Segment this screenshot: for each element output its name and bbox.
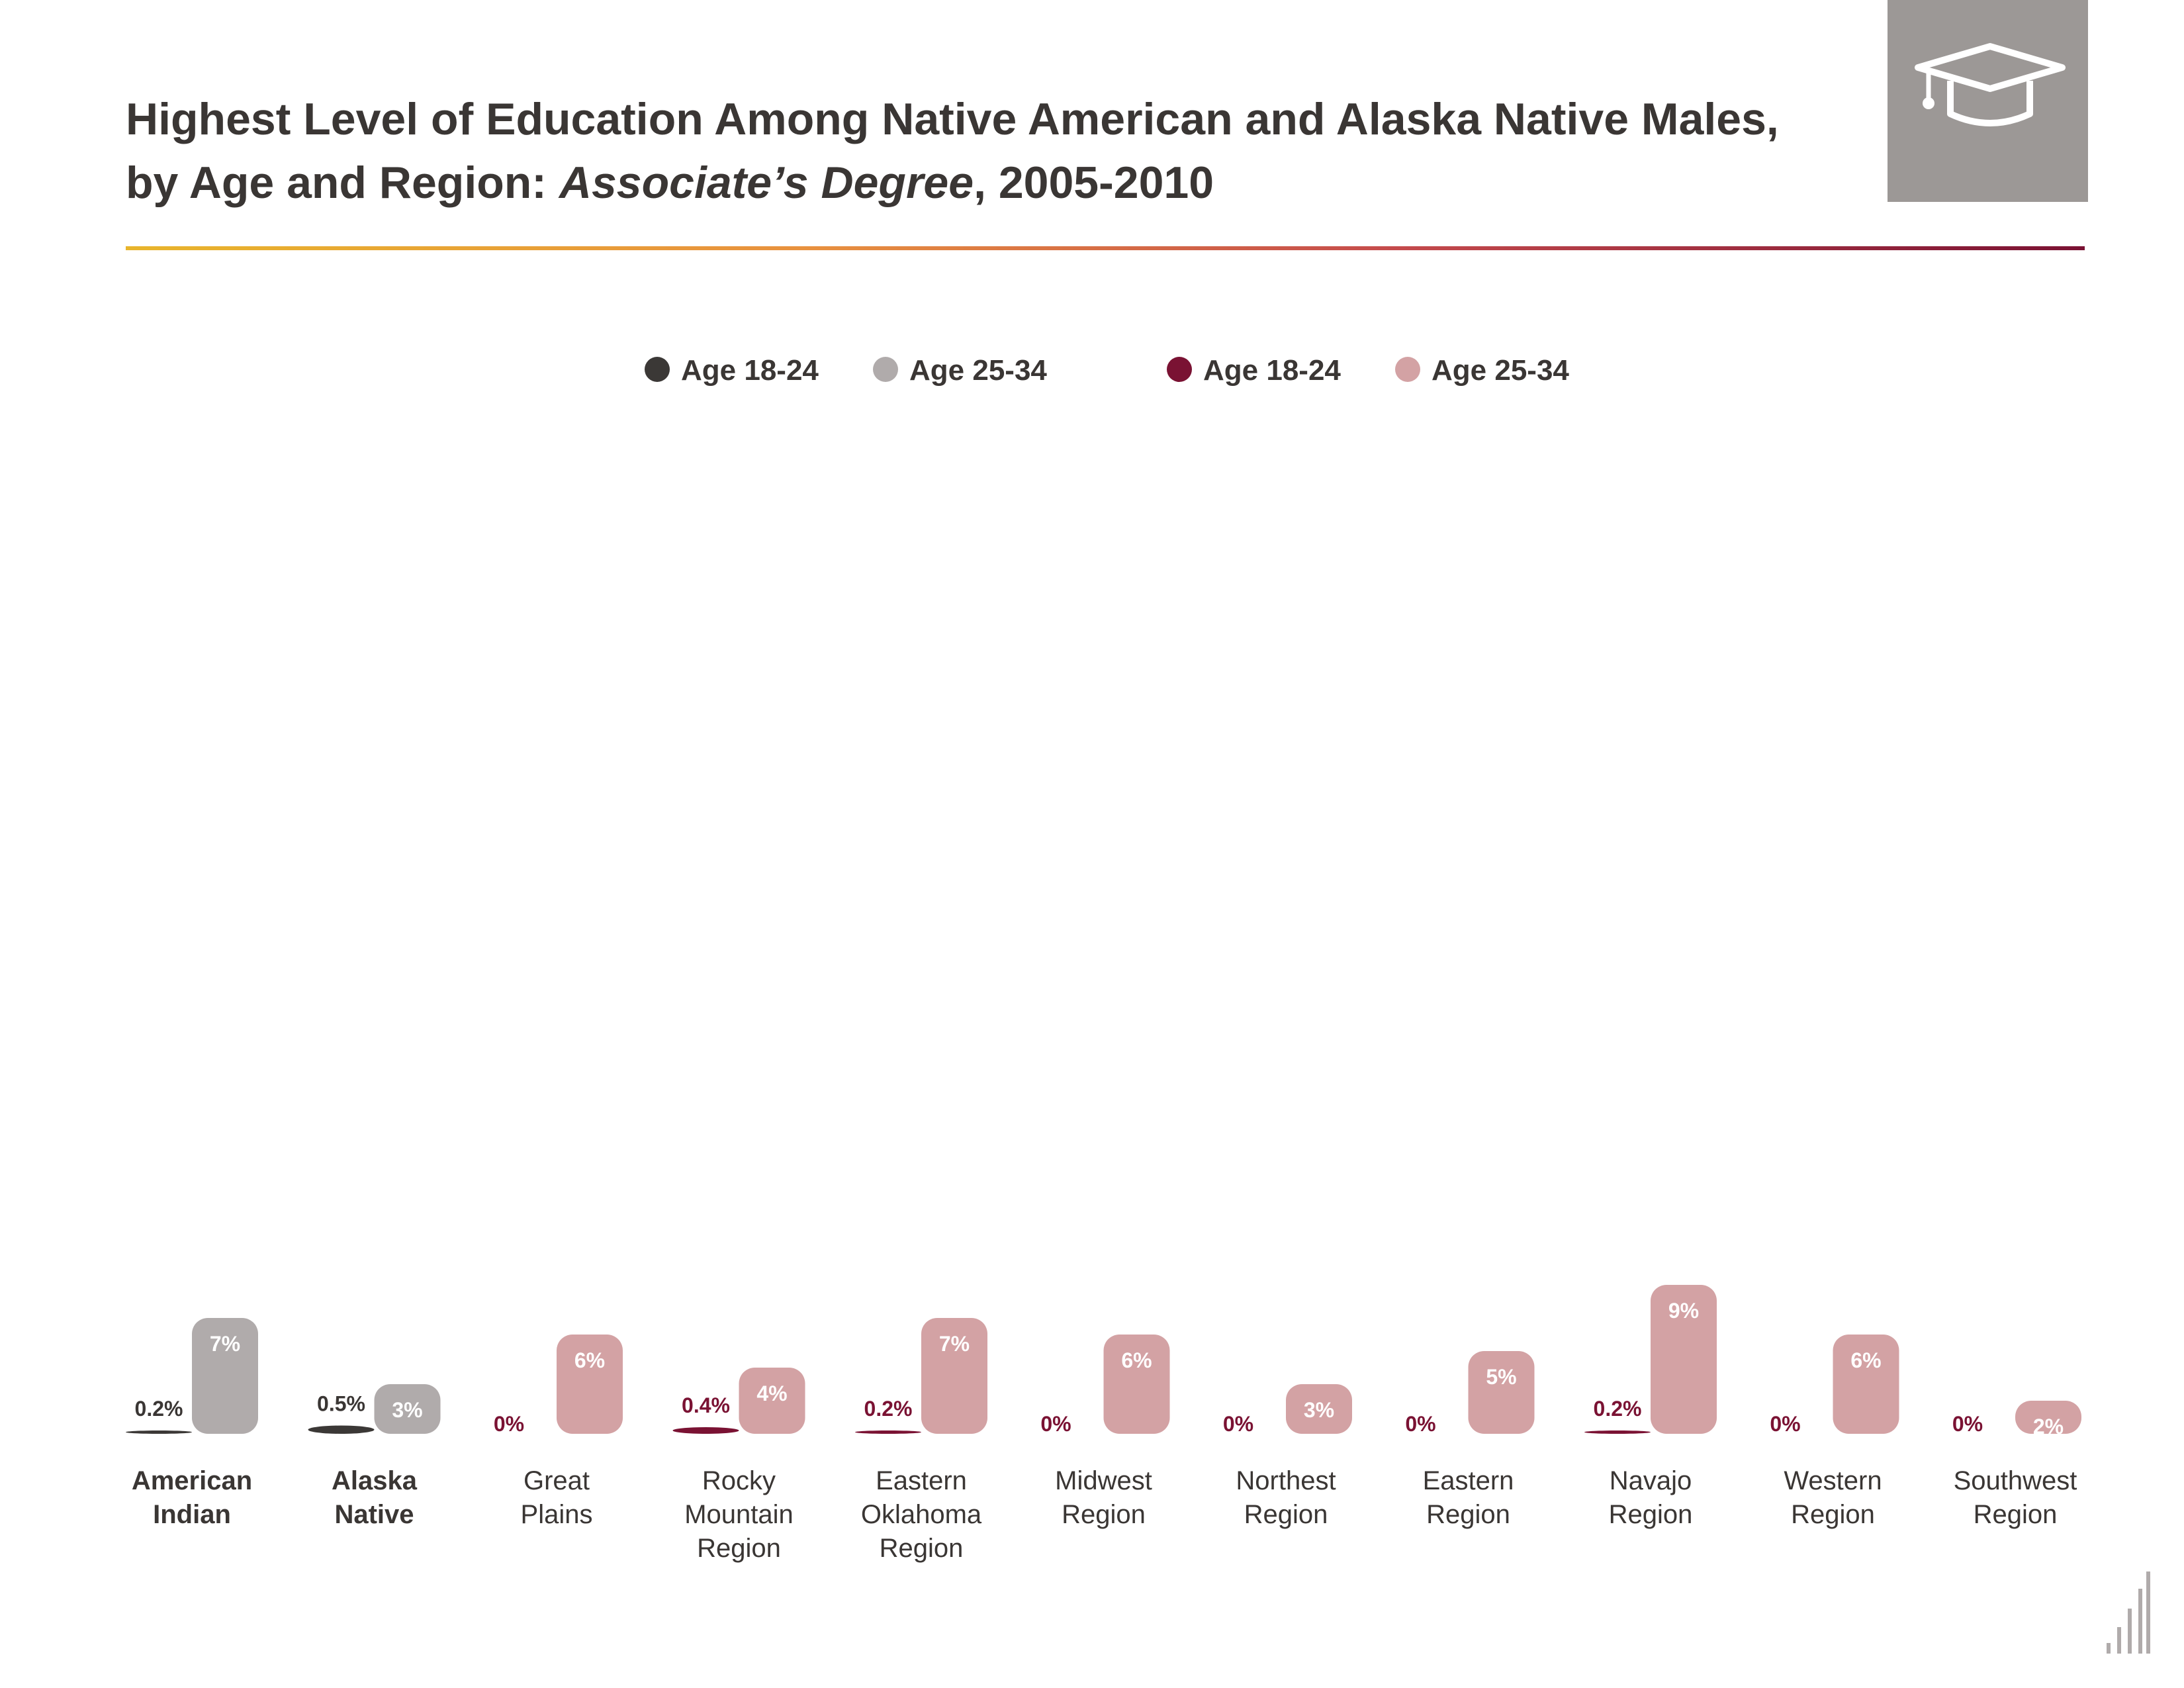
category-label: Northest bbox=[1236, 1466, 1336, 1495]
data-label-age-18-24: 0% bbox=[494, 1412, 524, 1436]
data-label-age-18-24: 0.2% bbox=[1594, 1397, 1642, 1421]
legend-label: Age 25-34 bbox=[909, 354, 1047, 387]
bar-age-25-34 bbox=[192, 1318, 258, 1434]
bar-age-25-34 bbox=[1651, 1285, 1717, 1434]
legend-marker bbox=[1395, 357, 1420, 382]
category-label: Western bbox=[1784, 1466, 1882, 1495]
chart-title-line1: Highest Level of Education Among Native … bbox=[126, 94, 1779, 144]
bar-age-18-24 bbox=[308, 1425, 375, 1434]
legend-marker bbox=[1167, 357, 1192, 382]
bar-age-25-34 bbox=[1103, 1335, 1170, 1434]
category-label: Oklahoma bbox=[861, 1500, 982, 1529]
data-label-age-25-34: 5% bbox=[1486, 1365, 1516, 1389]
data-label-age-18-24: 0% bbox=[1040, 1412, 1071, 1436]
data-label-age-18-24: 0.2% bbox=[864, 1397, 913, 1421]
legend-marker bbox=[645, 357, 670, 382]
data-label-age-25-34: 9% bbox=[1668, 1299, 1699, 1323]
bar-age-25-34 bbox=[374, 1384, 441, 1434]
category-label: Great bbox=[523, 1466, 590, 1495]
bar-age-18-24 bbox=[1584, 1430, 1651, 1434]
chart-title-italic: Associate’s Degree bbox=[559, 158, 974, 208]
data-label-age-25-34: 7% bbox=[939, 1332, 970, 1356]
legend-label: Age 18-24 bbox=[1203, 354, 1341, 387]
data-label-age-18-24: 0.2% bbox=[135, 1397, 183, 1421]
data-label-age-25-34: 4% bbox=[756, 1382, 787, 1405]
category-label: Eastern bbox=[1423, 1466, 1514, 1495]
category-label: Plains bbox=[521, 1500, 593, 1529]
bar-age-25-34 bbox=[921, 1318, 987, 1434]
category-label: Midwest bbox=[1055, 1466, 1152, 1495]
data-label-age-25-34: 2% bbox=[2033, 1415, 2064, 1438]
category-label: Region bbox=[1791, 1500, 1875, 1529]
category-label: Navajo bbox=[1610, 1466, 1692, 1495]
category-label: Indian bbox=[153, 1500, 231, 1529]
chart-title-prefix: by Age and Region: bbox=[126, 158, 559, 208]
data-label-age-18-24: 0% bbox=[1405, 1412, 1435, 1436]
category-label: Region bbox=[1426, 1500, 1510, 1529]
category-label: Region bbox=[880, 1534, 964, 1563]
bar-age-25-34 bbox=[1286, 1384, 1352, 1434]
data-label-age-18-24: 0% bbox=[1770, 1412, 1800, 1436]
graduation-cap-icon bbox=[1915, 43, 2066, 126]
bar-age-25-34 bbox=[739, 1368, 805, 1434]
category-label: Region bbox=[1974, 1500, 2058, 1529]
data-label-age-25-34: 6% bbox=[1850, 1348, 1881, 1372]
category-label: Region bbox=[1609, 1500, 1693, 1529]
bar-age-25-34 bbox=[1468, 1351, 1535, 1434]
bar-age-25-34 bbox=[1833, 1335, 1899, 1434]
data-label-age-25-34: 7% bbox=[210, 1332, 240, 1356]
data-label-age-25-34: 3% bbox=[1304, 1398, 1334, 1422]
category-label: Region bbox=[1244, 1500, 1328, 1529]
category-label: American bbox=[132, 1466, 252, 1495]
chart-title-line2: by Age and Region: Associate’s Degree, 2… bbox=[126, 151, 1846, 214]
bar-chart-icon bbox=[2107, 1571, 2150, 1654]
legend-marker bbox=[873, 357, 898, 382]
legend-label: Age 18-24 bbox=[681, 354, 819, 387]
category-label: Alaska bbox=[332, 1466, 418, 1495]
bar-age-18-24 bbox=[855, 1430, 921, 1434]
category-label: Native bbox=[334, 1500, 414, 1529]
category-label: Mountain bbox=[684, 1500, 794, 1529]
data-label-age-25-34: 6% bbox=[574, 1348, 605, 1372]
chart-title-suffix: , 2005-2010 bbox=[974, 158, 1214, 208]
chart-title: Highest Level of Education Among Native … bbox=[126, 87, 1846, 214]
data-label-age-18-24: 0% bbox=[1223, 1412, 1253, 1436]
category-label: Rocky bbox=[702, 1466, 776, 1495]
bar-age-25-34 bbox=[2015, 1401, 2081, 1434]
data-label-age-25-34: 6% bbox=[1121, 1348, 1152, 1372]
data-label-age-18-24: 0% bbox=[1952, 1412, 1983, 1436]
header-icon-box bbox=[1888, 0, 2088, 202]
data-label-age-25-34: 3% bbox=[392, 1398, 422, 1422]
bar-age-18-24 bbox=[126, 1430, 192, 1434]
bar-age-25-34 bbox=[557, 1335, 623, 1434]
category-label: Region bbox=[1062, 1500, 1146, 1529]
data-label-age-18-24: 0.4% bbox=[682, 1393, 730, 1417]
title-divider bbox=[126, 246, 2085, 250]
bar-age-18-24 bbox=[672, 1427, 739, 1434]
category-label: Eastern bbox=[876, 1466, 967, 1495]
category-label: Southwest bbox=[1954, 1466, 2077, 1495]
legend-label: Age 25-34 bbox=[1432, 354, 1569, 387]
category-label: Region bbox=[697, 1534, 781, 1563]
data-label-age-18-24: 0.5% bbox=[317, 1392, 365, 1416]
